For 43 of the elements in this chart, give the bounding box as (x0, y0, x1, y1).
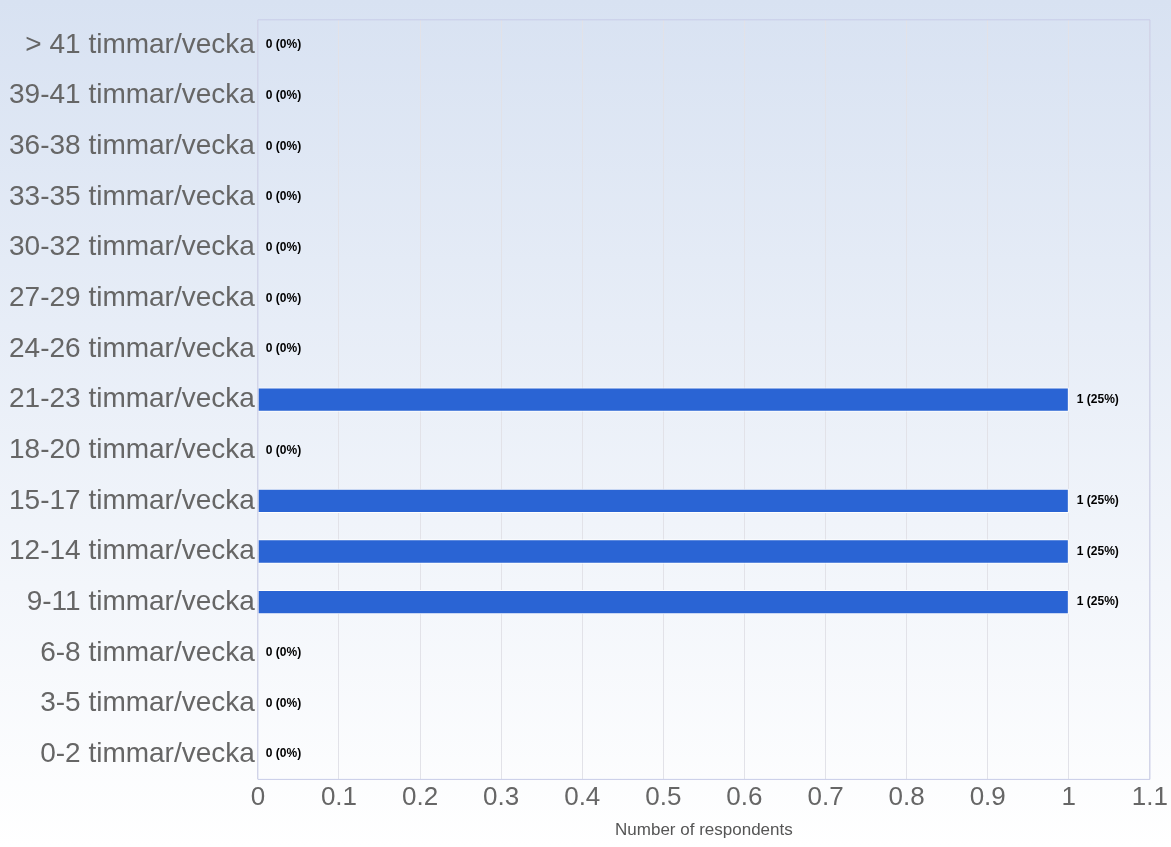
data-label: 0 (0%) (265, 189, 302, 204)
x-tick-label: 0.3 (483, 781, 520, 812)
y-tick-label: 21-23 timmar/vecka (8, 382, 256, 414)
data-label: 0 (0%) (265, 290, 302, 305)
x-tick-label: 0.5 (645, 781, 682, 812)
data-label: 1 (25%) (1076, 594, 1119, 609)
data-label: 1 (25%) (1076, 391, 1119, 406)
y-tick-label: 39-41 timmar/vecka (8, 78, 256, 110)
data-label: 0 (0%) (265, 37, 302, 52)
y-tick-label: 6-8 timmar/vecka (40, 635, 256, 667)
y-tick-label: 12-14 timmar/vecka (8, 534, 256, 566)
x-tick-label: 0.7 (807, 781, 844, 812)
data-label: 0 (0%) (265, 746, 302, 761)
y-tick-label: 9-11 timmar/vecka (26, 584, 256, 616)
x-tick-label: 0.8 (888, 781, 925, 812)
x-tick-label: 0.6 (726, 781, 763, 812)
x-tick-label: 0 (250, 781, 266, 812)
y-tick-label: 15-17 timmar/vecka (8, 483, 256, 515)
y-tick-label: 3-5 timmar/vecka (40, 686, 256, 718)
x-tick-label: 0.9 (969, 781, 1006, 812)
y-tick-label: 27-29 timmar/vecka (8, 281, 256, 313)
y-tick-label: 24-26 timmar/vecka (8, 331, 256, 363)
x-tick-label: 1.1 (1131, 781, 1169, 812)
data-label: 1 (25%) (1076, 493, 1119, 508)
data-label: 0 (0%) (265, 442, 302, 457)
y-tick-label: 36-38 timmar/vecka (8, 129, 256, 161)
x-tick-label: 0.1 (320, 781, 358, 812)
data-label: 0 (0%) (265, 645, 302, 660)
x-tick-label: 0.2 (401, 781, 439, 812)
x-axis-title: Number of respondents (615, 820, 793, 840)
y-tick-label: > 41 timmar/vecka (25, 27, 256, 59)
y-tick-label: 0-2 timmar/vecka (40, 736, 256, 768)
data-label: 1 (25%) (1076, 543, 1119, 558)
data-label: 0 (0%) (265, 695, 302, 710)
y-tick-label: 33-35 timmar/vecka (8, 179, 256, 211)
x-tick-label: 0.4 (564, 781, 601, 812)
data-label: 0 (0%) (265, 88, 302, 103)
y-tick-label: 30-32 timmar/vecka (8, 230, 256, 262)
data-label: 0 (0%) (265, 138, 302, 153)
x-tick-label: 1 (1061, 781, 1077, 812)
data-label: 0 (0%) (265, 239, 302, 254)
y-tick-label: 18-20 timmar/vecka (8, 432, 256, 464)
data-label: 0 (0%) (265, 341, 302, 356)
